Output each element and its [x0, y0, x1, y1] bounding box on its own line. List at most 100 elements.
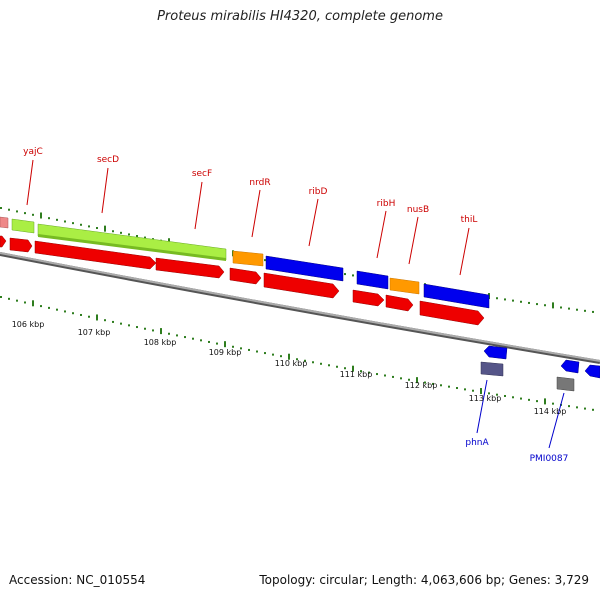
minor-tick	[256, 350, 258, 353]
cds-arrow-9[interactable]	[419, 300, 485, 326]
gene-label-ribH[interactable]: ribH	[377, 199, 396, 209]
gene-label-secF[interactable]: secF	[192, 169, 212, 179]
scale-label: 112 kbp	[405, 381, 438, 390]
minor-tick	[552, 402, 554, 405]
leader-nusB	[408, 216, 419, 265]
accession-text: Accession: NC_010554	[9, 573, 146, 587]
minor-tick	[576, 308, 578, 311]
lower-leaders	[476, 379, 565, 449]
feature-secD-secF-shade	[38, 234, 226, 261]
leader-secD	[101, 167, 109, 214]
major-tick	[480, 388, 482, 395]
minor-tick	[568, 307, 570, 310]
feature-nrdR-orange[interactable]	[232, 250, 264, 267]
gene-label-PMI0087[interactable]: PMI0087	[530, 454, 569, 464]
minor-tick	[496, 297, 498, 300]
minor-tick	[96, 227, 98, 230]
feature-yajC-green[interactable]	[11, 218, 35, 234]
gene-label-thiL[interactable]: thiL	[461, 215, 478, 225]
major-tick	[352, 365, 354, 372]
scale-label: 114 kbp	[534, 407, 567, 416]
gene-label-nusB[interactable]: nusB	[407, 205, 429, 215]
major-tick	[552, 302, 554, 309]
minor-tick	[280, 355, 282, 358]
minor-tick	[192, 337, 194, 340]
cds-arrow-4[interactable]	[155, 257, 225, 279]
minor-tick	[64, 220, 66, 223]
minor-tick	[592, 408, 594, 411]
minor-tick	[0, 296, 2, 298]
cds-arrow-8[interactable]	[385, 294, 414, 312]
minor-tick	[424, 381, 426, 384]
cds-arrow-5[interactable]	[229, 267, 262, 285]
minor-tick	[176, 334, 178, 337]
major-tick	[32, 300, 34, 307]
cds-arrow-7[interactable]	[352, 289, 385, 307]
minor-tick	[568, 405, 570, 408]
gene-label-ribD[interactable]: ribD	[309, 187, 328, 197]
minor-tick	[120, 322, 122, 325]
genome-summary-text: Topology: circular; Length: 4,063,606 bp…	[259, 573, 589, 587]
minor-tick	[24, 212, 26, 215]
leader-yajC	[26, 159, 34, 206]
minor-tick	[200, 339, 202, 342]
feature-ribD-blue[interactable]	[265, 255, 344, 282]
cds-arrow-3[interactable]	[34, 240, 157, 270]
leader-nrdR	[251, 189, 261, 238]
scale-label: 108 kbp	[144, 338, 177, 347]
minor-tick	[464, 388, 466, 391]
minor-tick	[112, 320, 114, 323]
minor-tick	[184, 336, 186, 339]
feature-blue-arrow-edge[interactable]	[584, 364, 600, 379]
minor-tick	[536, 400, 538, 403]
feature-phnA-box[interactable]	[480, 361, 504, 377]
minor-tick	[504, 298, 506, 301]
gene-label-yajC[interactable]: yajC	[23, 147, 43, 157]
feature-pink[interactable]	[0, 216, 9, 229]
cds-arrow-2[interactable]	[9, 237, 33, 253]
minor-tick	[312, 361, 314, 364]
minor-tick	[400, 377, 402, 380]
minor-tick	[264, 259, 266, 262]
major-tick	[544, 398, 546, 405]
minor-tick	[344, 273, 346, 276]
minor-tick	[152, 329, 154, 332]
backbone-line	[0, 252, 600, 362]
feature-ribH-blue[interactable]	[356, 270, 389, 290]
minor-tick	[392, 375, 394, 378]
feature-nusB-orange[interactable]	[389, 277, 420, 295]
minor-tick	[48, 306, 50, 309]
minor-tick	[520, 397, 522, 400]
minor-tick	[216, 342, 218, 345]
minor-tick	[360, 370, 362, 373]
cds-arrow-6[interactable]	[263, 272, 340, 299]
scale-label: 109 kbp	[209, 348, 242, 357]
minor-tick	[408, 378, 410, 381]
gene-label-secD[interactable]: secD	[97, 155, 119, 165]
cds-arrow-1[interactable]	[0, 235, 7, 248]
feature-PMI0087-box[interactable]	[556, 376, 575, 392]
minor-tick	[320, 362, 322, 365]
minor-tick	[120, 231, 122, 234]
minor-tick	[208, 340, 210, 343]
gene-label-nrdR[interactable]: nrdR	[249, 178, 270, 188]
leader-PMI0087	[548, 392, 565, 449]
major-tick	[224, 341, 226, 348]
feature-blue-arrow-right[interactable]	[560, 359, 580, 374]
feature-phnA-arrow[interactable]	[483, 345, 508, 360]
minor-tick	[248, 348, 250, 351]
minor-tick	[72, 312, 74, 315]
scale-labels: 106 kbp 107 kbp 108 kbp 109 kbp 110 kbp …	[12, 320, 567, 416]
minor-tick	[80, 223, 82, 226]
backbone	[0, 252, 600, 364]
minor-tick	[448, 385, 450, 388]
minor-tick	[128, 324, 130, 327]
minor-tick	[168, 332, 170, 335]
minor-tick	[272, 353, 274, 356]
gene-label-phnA[interactable]: phnA	[465, 438, 489, 448]
minor-tick	[336, 365, 338, 368]
minor-tick	[432, 382, 434, 385]
feature-thiL-blue[interactable]	[423, 283, 490, 309]
leader-secF	[194, 181, 203, 230]
minor-tick	[56, 308, 58, 311]
